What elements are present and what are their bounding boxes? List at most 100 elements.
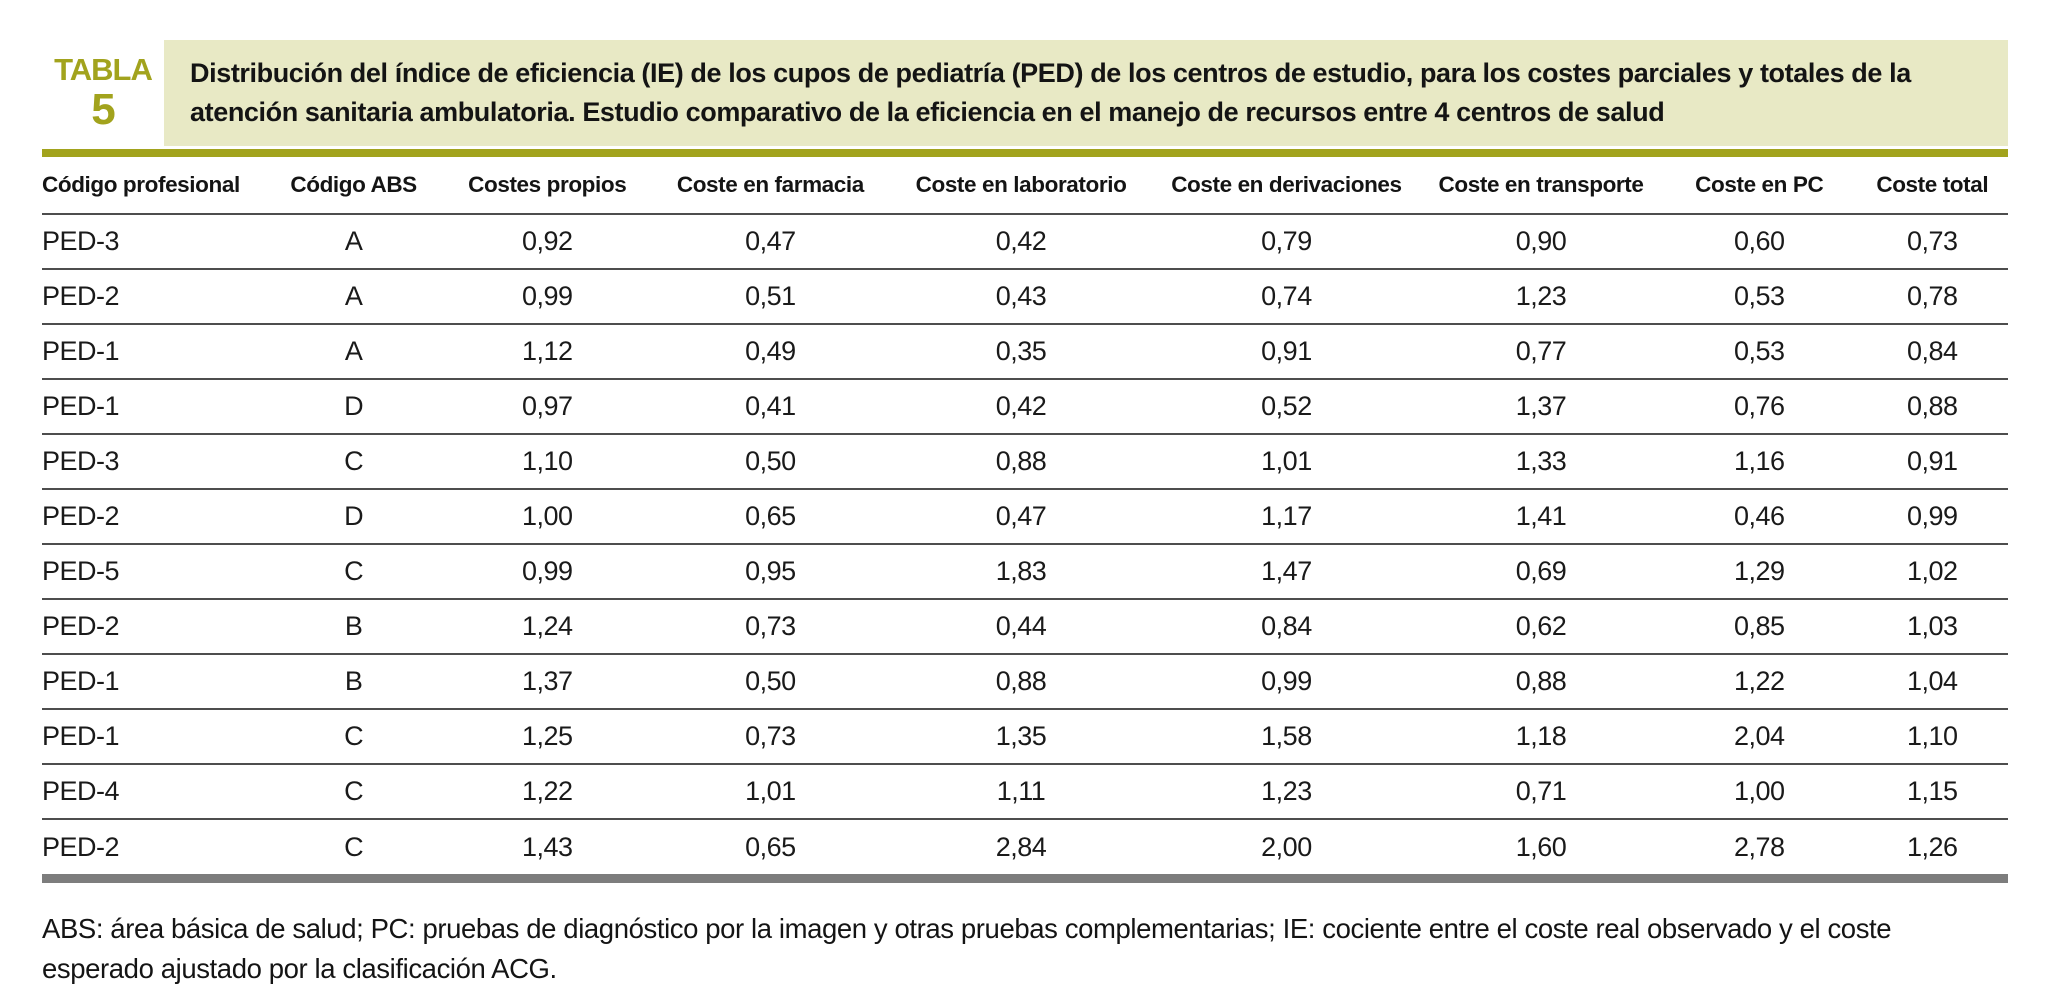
value-cell: 1,00 [1661,763,1857,819]
table-row: PED-3 A 0,92 0,47 0,42 0,79 0,90 0,60 0,73 [42,213,2008,269]
value-cell: 0,52 [1152,378,1421,434]
value-cell: 0,90 [1420,213,1662,269]
value-cell: 0,95 [651,543,890,599]
table-row: PED-4 C 1,22 1,01 1,11 1,23 0,71 1,00 1,15 [42,763,2008,819]
value-cell: 0,74 [1152,268,1421,324]
professional-code-cell: PED-2 [42,818,265,874]
value-cell: 0,99 [1856,488,2008,544]
value-cell: A [264,213,444,269]
column-header: Coste en derivaciones [1171,172,1402,197]
value-cell: 1,04 [1856,653,2008,709]
value-cell: 0,99 [443,543,652,599]
value-cell: 1,25 [443,708,652,764]
table-header-band: TABLA 5 Distribución del índice de efici… [42,40,2008,146]
value-cell: 1,11 [889,763,1153,819]
table-row: PED-2 B 1,24 0,73 0,44 0,84 0,62 0,85 1,03 [42,598,2008,654]
value-cell: 1,16 [1661,433,1857,489]
value-cell: 1,41 [1420,488,1662,544]
table-label-number: 5 [91,85,116,134]
value-cell: 0,46 [1661,488,1857,544]
value-cell: D [264,488,444,544]
table-title: Distribución del índice de eficiencia (I… [190,58,1911,127]
table-number-label: TABLA 5 [42,40,164,146]
value-cell: 0,50 [651,433,890,489]
value-cell: 0,92 [443,213,652,269]
value-cell: 1,22 [1661,653,1857,709]
value-cell: 0,53 [1661,323,1857,379]
value-cell: 1,60 [1420,818,1662,874]
value-cell: C [264,433,444,489]
value-cell: 1,18 [1420,708,1662,764]
professional-code-cell: PED-1 [42,653,265,709]
value-cell: 0,91 [1152,323,1421,379]
header-row: Código profesional Código ABS Costes propi… [42,157,2008,214]
table-row: PED-1 D 0,97 0,41 0,42 0,52 1,37 0,76 0,88 [42,378,2008,434]
table-footnote: ABS: área básica de salud; PC: pruebas d… [42,913,1892,984]
value-cell: 0,84 [1856,323,2008,379]
value-cell: 1,58 [1152,708,1421,764]
value-cell: 2,00 [1152,818,1421,874]
value-cell: 1,23 [1420,268,1662,324]
value-cell: 1,01 [1152,433,1421,489]
professional-code-cell: PED-5 [42,543,265,599]
value-cell: C [264,708,444,764]
column-header: Código profesional [42,172,240,197]
professional-code-cell: PED-2 [42,268,265,324]
value-cell: 0,79 [1152,213,1421,269]
professional-code-cell: PED-2 [42,598,265,654]
value-cell: 0,41 [651,378,890,434]
column-header: Código ABS [290,172,417,197]
value-cell: 0,43 [889,268,1153,324]
value-cell: 2,04 [1661,708,1857,764]
value-cell: 0,53 [1661,268,1857,324]
value-cell: 1,43 [443,818,652,874]
value-cell: 1,03 [1856,598,2008,654]
value-cell: 0,47 [889,488,1153,544]
table-body: PED-3 A 0,92 0,47 0,42 0,79 0,90 0,60 0,73 PED-2 A… [42,213,2008,874]
value-cell: 1,23 [1152,763,1421,819]
value-cell: 0,73 [651,598,890,654]
value-cell: 0,50 [651,653,890,709]
value-cell: 1,02 [1856,543,2008,599]
table-row: PED-3 C 1,10 0,50 0,88 1,01 1,33 1,16 0,91 [42,433,2008,489]
value-cell: C [264,763,444,819]
value-cell: A [264,268,444,324]
professional-code-cell: PED-1 [42,378,265,434]
table-row: PED-1 C 1,25 0,73 1,35 1,58 1,18 2,04 1,10 [42,708,2008,764]
value-cell: 0,88 [889,653,1153,709]
value-cell: 0,91 [1856,433,2008,489]
value-cell: 0,51 [651,268,890,324]
value-cell: 2,84 [889,818,1153,874]
value-cell: 0,69 [1420,543,1662,599]
accent-rule [42,149,2008,157]
table-row: PED-2 D 1,00 0,65 0,47 1,17 1,41 0,46 0,99 [42,488,2008,544]
efficiency-index-table: Código profesional Código ABS Costes propi… [42,157,2008,874]
value-cell: 0,65 [651,818,890,874]
professional-code-cell: PED-1 [42,708,265,764]
column-header: Coste en PC [1695,172,1824,197]
table-label-word: TABLA [54,52,153,87]
value-cell: 0,49 [651,323,890,379]
table-title-box: Distribución del índice de eficiencia (I… [164,40,2008,146]
table-bottom-rule [42,874,2008,883]
value-cell: 1,37 [443,653,652,709]
value-cell: C [264,543,444,599]
value-cell: 0,88 [1856,378,2008,434]
value-cell: 1,33 [1420,433,1662,489]
table-row: PED-2 C 1,43 0,65 2,84 2,00 1,60 2,78 1,26 [42,818,2008,874]
table-row: PED-1 A 1,12 0,49 0,35 0,91 0,77 0,53 0,84 [42,323,2008,379]
value-cell: 0,73 [651,708,890,764]
value-cell: 1,22 [443,763,652,819]
value-cell: 1,26 [1856,818,2008,874]
value-cell: 1,01 [651,763,890,819]
value-cell: 0,99 [1152,653,1421,709]
value-cell: 0,84 [1152,598,1421,654]
value-cell: B [264,598,444,654]
value-cell: 1,29 [1661,543,1857,599]
value-cell: 1,24 [443,598,652,654]
value-cell: A [264,323,444,379]
value-cell: 0,88 [889,433,1153,489]
value-cell: 0,35 [889,323,1153,379]
value-cell: 0,71 [1420,763,1662,819]
